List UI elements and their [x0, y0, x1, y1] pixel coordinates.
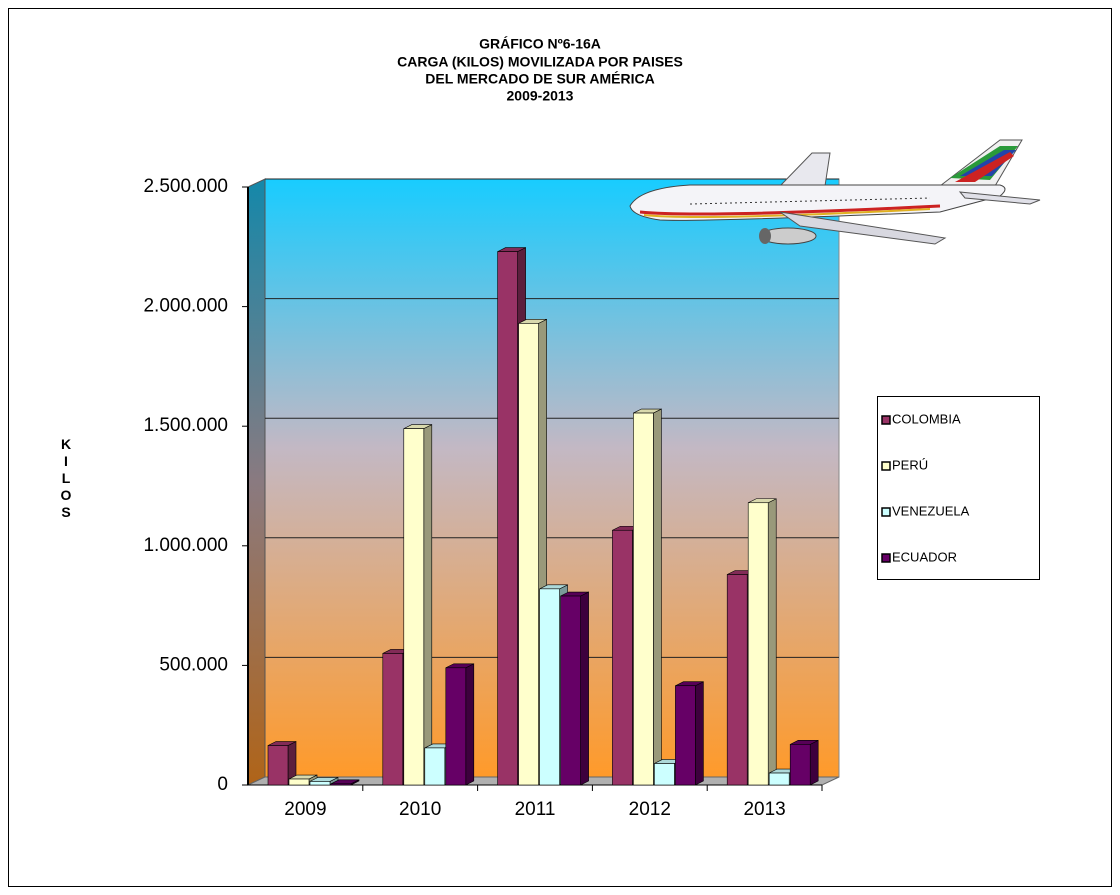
y-tick-label: 2.000.000 — [143, 296, 228, 317]
bar-front — [726, 574, 748, 786]
bar — [309, 776, 339, 786]
y-tick-label: 2.500.000 — [143, 176, 228, 197]
airplane-illustration — [629, 139, 1041, 245]
y-axis-label: KILOS — [58, 436, 74, 521]
bar-front — [768, 772, 790, 786]
legend-label: PERÚ — [892, 457, 928, 472]
bar-front — [654, 763, 675, 786]
legend-swatch — [881, 415, 891, 425]
bar-front — [747, 502, 769, 786]
bar — [445, 663, 475, 786]
bar-front — [675, 685, 696, 786]
x-tick-label: 2012 — [629, 799, 671, 820]
bar-front — [309, 781, 331, 786]
x-tick-label: 2013 — [743, 799, 785, 820]
x-tick-label: 2009 — [284, 799, 326, 820]
bar-side — [653, 408, 662, 786]
legend-label: COLOMBIA — [892, 411, 961, 426]
y-tick-label: 500.000 — [159, 654, 228, 675]
bar — [633, 408, 662, 786]
bar — [789, 739, 819, 786]
bar-front — [382, 653, 404, 786]
chart-title: GRÁFICO Nº6-16A — [479, 36, 601, 52]
bar-side — [580, 591, 589, 786]
bar-side — [767, 498, 777, 786]
legend-swatch — [881, 553, 891, 563]
legend-label: ECUADOR — [892, 549, 957, 564]
chart-title: CARGA (KILOS) MOVILIZADA POR PAISES — [397, 54, 683, 70]
bar-front — [612, 529, 633, 786]
bar — [403, 424, 433, 786]
bar-front — [403, 428, 425, 786]
bar-front — [330, 783, 352, 786]
bar-side — [465, 663, 475, 786]
bar-front — [789, 744, 811, 786]
legend-label: VENEZUELA — [892, 503, 970, 518]
plot-area — [242, 178, 840, 791]
bar-front — [497, 251, 518, 786]
chart-title: DEL MERCADO DE SUR AMÉRICA — [425, 71, 654, 87]
bar-front — [560, 595, 581, 786]
x-tick-label: 2010 — [399, 799, 441, 820]
bar-front — [288, 778, 310, 786]
frame — [8, 8, 1112, 887]
bar-side — [423, 424, 433, 786]
y-tick-label: 1.000.000 — [143, 535, 228, 556]
legend-swatch — [881, 507, 891, 517]
bar-front — [445, 667, 467, 786]
bar — [747, 498, 777, 786]
bar — [560, 591, 589, 786]
bar — [675, 681, 704, 786]
y-tick-label: 0 — [217, 774, 228, 795]
chart-title: 2009-2013 — [507, 88, 574, 104]
bar-front — [518, 323, 539, 786]
title-block: GRÁFICO Nº6-16A CARGA (KILOS) MOVILIZADA… — [397, 36, 683, 104]
x-tick-label: 2011 — [515, 799, 556, 820]
legend-swatch — [881, 461, 891, 471]
legend-box — [877, 396, 1040, 580]
side-wall — [247, 178, 266, 786]
bar-front — [633, 412, 654, 786]
bar-front — [424, 747, 446, 786]
bar-front — [539, 588, 560, 786]
bar-front — [267, 745, 289, 786]
y-tick-label: 1.500.000 — [143, 415, 228, 436]
bar-side — [809, 739, 819, 786]
bar-side — [695, 681, 704, 786]
bar — [330, 779, 360, 786]
